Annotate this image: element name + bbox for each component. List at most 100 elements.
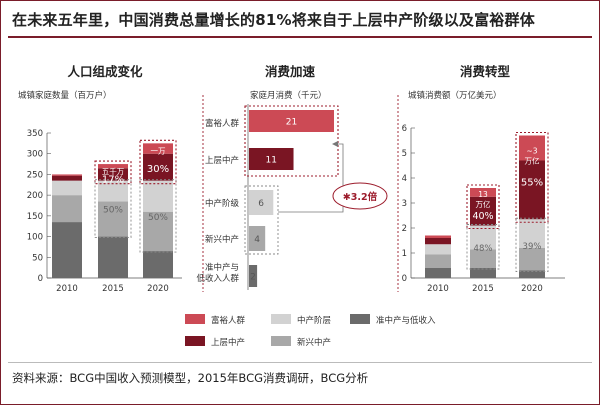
middle-class-highlight-box	[139, 179, 177, 253]
y-tick-label: 250	[27, 170, 43, 180]
y-tick-label: 5	[402, 149, 407, 159]
annotation-share-upper: 40%	[472, 211, 493, 222]
panel-title-consumption-speed: 消费加速	[264, 64, 315, 79]
middle-group-highlight-box	[244, 185, 279, 255]
middle-class-highlight-box	[466, 224, 500, 270]
y-tick-label: 3	[402, 199, 407, 209]
bar-affluent	[249, 110, 334, 132]
bar-segment-affluent	[143, 143, 173, 154]
y-tick-label: 1	[402, 249, 407, 259]
category-label: 中产阶级	[205, 198, 240, 209]
y-tick-label: 200	[27, 191, 43, 201]
annotation-share-middle: 50%	[148, 213, 168, 223]
y-tick-label: 150	[27, 212, 43, 222]
annotation-total: ~3	[526, 147, 537, 156]
bar-value-label: 11	[266, 156, 277, 166]
annotation-share-middle: 48%	[474, 244, 493, 254]
upper-class-highlight-box	[139, 139, 177, 185]
annotation-total: 一万	[151, 146, 166, 155]
x-tick-label: 2020	[521, 284, 543, 294]
panel-title-consumption-shift: 消费转型	[459, 64, 510, 79]
y-tick-label: 100	[27, 233, 43, 243]
bar-segment-mainstream_middle	[143, 180, 173, 212]
upper-class-highlight-box	[515, 131, 549, 223]
source-note: 资料来源：BCG中国收入预测模型，2015年BCG消费调研，BCG分析	[12, 371, 369, 385]
bar-emerging_middle	[249, 226, 266, 251]
annotation-total-unit: 万亿	[525, 156, 540, 166]
x-tick-label: 2015	[472, 284, 494, 294]
category-label: 新兴中产	[205, 234, 239, 245]
bar-segment-emerging_middle	[519, 248, 545, 271]
legend-label: 准中产与低收入	[376, 315, 436, 326]
annotation-share-middle: 39%	[523, 242, 542, 252]
charts-canvas: 城镇家庭数量（百万户） 0 50 100 150 200 250 300 350 2010 2015…	[18, 90, 565, 348]
y-axis-label: 城镇家庭数量（百万户）	[18, 90, 112, 101]
legend-swatch-emerging_middle	[271, 336, 291, 346]
x-axis-label: 家庭月消费（千元）	[250, 90, 327, 101]
panel-title-population: 人口组成变化	[67, 64, 143, 79]
bar-segment-upper_middle	[52, 175, 82, 181]
y-axis-label: 城镇消费额（万亿美元）	[408, 90, 502, 101]
bar-segment-emerging_middle	[425, 254, 451, 268]
bar-segment-emerging_middle	[470, 249, 496, 268]
annotation-total-unit: 万亿	[476, 199, 491, 209]
bar-segment-affluent	[519, 135, 545, 161]
bar-segment-mainstream_middle	[425, 244, 451, 255]
bar-segment-upper_middle	[425, 238, 451, 245]
ratio-connector	[278, 143, 344, 213]
y-tick-label: 4	[402, 174, 407, 184]
ratio-bubble	[332, 182, 388, 210]
bar-segment-near_middle_low	[425, 268, 451, 278]
legend-label: 富裕人群	[211, 315, 246, 326]
legend-swatch-near_middle_low	[350, 314, 370, 324]
middle-class-highlight-box	[515, 217, 549, 272]
legend-label: 中产阶层	[297, 315, 331, 326]
legend-swatch-mainstream_middle	[271, 314, 291, 324]
y-tick-label: 0	[402, 274, 407, 284]
upper-class-highlight-box	[94, 160, 132, 185]
bar-segment-mainstream_middle	[98, 180, 128, 202]
middle-class-highlight-box	[94, 179, 132, 239]
y-tick-label: 300	[27, 150, 43, 160]
annotation-total: 13	[478, 190, 488, 199]
bar-segment-affluent	[98, 164, 128, 169]
legend-swatch-affluent	[185, 314, 205, 324]
y-tick-label: 50	[32, 253, 43, 263]
x-tick-label: 2010	[427, 284, 449, 294]
annotation-share-upper: 55%	[521, 177, 543, 188]
bar-segment-near_middle_low	[470, 268, 496, 278]
title-divider	[8, 36, 592, 38]
y-tick-label: 2	[402, 224, 407, 234]
bar-segment-emerging_middle	[52, 195, 82, 223]
y-tick-label: 350	[27, 129, 43, 139]
bar-value-label: 21	[286, 118, 297, 128]
x-tick-label: 2015	[102, 284, 124, 294]
upper-class-highlight-box	[466, 184, 500, 230]
bar-segment-near_middle_low	[98, 236, 128, 278]
legend-label: 新兴中产	[297, 337, 331, 348]
bar-segment-upper_middle	[470, 196, 496, 226]
bar-segment-affluent	[425, 235, 451, 238]
bar-segment-upper_middle	[143, 153, 173, 181]
source-divider	[8, 362, 592, 363]
legend-swatch-upper_middle	[185, 336, 205, 346]
bar-value-label: 2	[250, 273, 256, 283]
legend-label: 上层中产	[211, 337, 245, 348]
annotation-share-upper: 17%	[102, 174, 124, 185]
bar-segment-mainstream_middle	[519, 219, 545, 248]
category-label: 富裕人群	[205, 118, 240, 129]
bar-segment-upper_middle	[519, 160, 545, 220]
bar-segment-emerging_middle	[143, 211, 173, 252]
bar-value-label: 6	[258, 199, 264, 209]
category-label: 上层中产	[205, 155, 239, 166]
bar-segment-mainstream_middle	[52, 180, 82, 196]
bar-segment-mainstream_middle	[470, 225, 496, 250]
bar-segment-affluent	[52, 174, 82, 176]
bar-mainstream_middle	[249, 190, 274, 215]
bar-near_middle_low	[249, 265, 258, 287]
bar-segment-near_middle_low	[519, 270, 545, 278]
x-tick-label: 2020	[147, 284, 169, 294]
category-label: 准中产与	[205, 262, 239, 273]
bar-value-label: 4	[254, 235, 260, 245]
annotation-share-middle: 50%	[103, 206, 123, 216]
